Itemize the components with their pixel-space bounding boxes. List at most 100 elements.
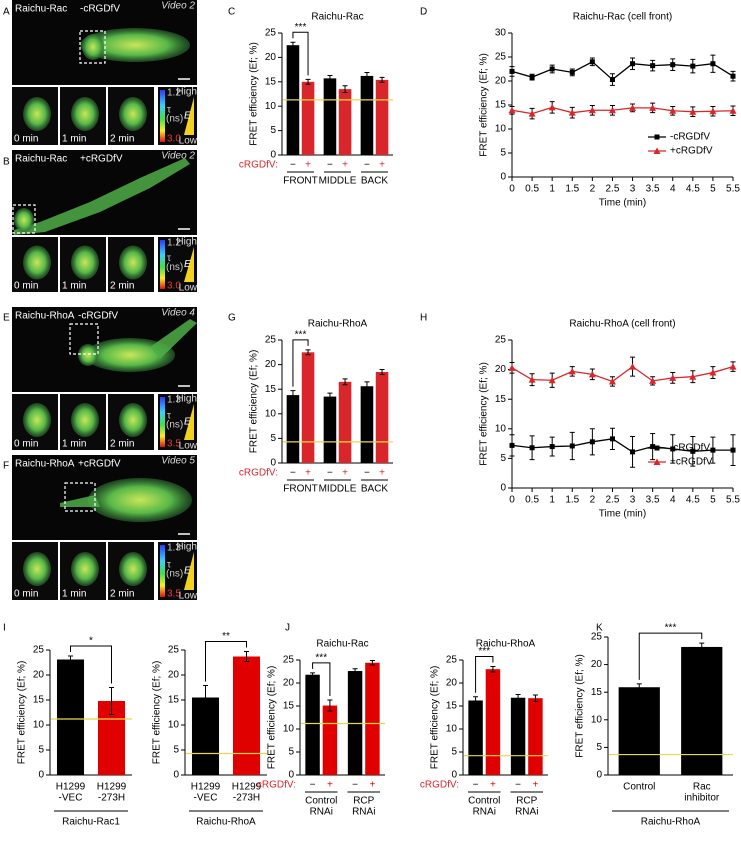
- bar: [305, 674, 320, 775]
- y-tick-label: 10: [265, 408, 277, 419]
- x-tick-label: 4: [670, 495, 676, 506]
- x-tick-label: FRONT: [283, 484, 317, 495]
- error-bar: [364, 72, 370, 80]
- y-tick-label: 25: [495, 335, 507, 346]
- roi-box: [12, 204, 36, 234]
- efficiency-wedge: [184, 97, 194, 135]
- image-label: Raichu-Rac: [15, 4, 67, 15]
- x-tick-label: 5: [710, 495, 716, 506]
- image-label: -cRGDfV: [78, 311, 118, 322]
- y-tick-label: 10: [33, 720, 45, 731]
- x-tick-label: 1.5: [565, 495, 579, 506]
- panel-letter: H: [420, 313, 427, 324]
- cell: [80, 28, 190, 62]
- error-bar: [342, 85, 348, 94]
- chart-title: Raichu-RhoA: [308, 319, 368, 330]
- treatment-sign: −: [352, 780, 358, 791]
- treatment-sign: −: [473, 780, 479, 791]
- legend-marker: [653, 147, 661, 154]
- y-tick-label: 25: [591, 632, 603, 643]
- bar: [301, 81, 315, 155]
- colorbar: [160, 240, 165, 289]
- efficiency-wedge: [184, 404, 194, 440]
- x-tick-label: H1299: [56, 782, 86, 793]
- legend-marker: [654, 134, 660, 140]
- significance-label: ***: [295, 329, 307, 340]
- treatment-sign: −: [290, 160, 296, 171]
- marker: [629, 104, 637, 111]
- error-bar: [342, 378, 348, 386]
- image-label: Raichu-RhoA: [15, 459, 75, 470]
- error-bar: [364, 381, 370, 392]
- x-tick-label: Control: [623, 782, 655, 793]
- legend-label: +cRGDfV: [670, 146, 713, 157]
- y-tick-label: 30: [495, 28, 507, 39]
- marker: [710, 61, 716, 67]
- legend-label: -cRGDfV: [670, 132, 710, 143]
- time-label: 1 min: [62, 281, 86, 292]
- marker: [508, 364, 516, 371]
- y-tick-label: 10: [495, 423, 507, 434]
- significance-label: ***: [665, 623, 677, 634]
- x-tick-label: Control: [305, 796, 337, 807]
- y-tick-label: 10: [283, 724, 295, 735]
- marker: [629, 363, 637, 370]
- significance-bracket: [292, 339, 309, 387]
- y-tick-label: 20: [591, 659, 603, 670]
- y-tick-label: 5: [173, 745, 179, 756]
- y-tick-label: 20: [495, 76, 507, 87]
- group-label: Raichu-Rac1: [62, 817, 120, 828]
- error-bar: [327, 392, 333, 401]
- x-tick-label: -VEC: [59, 793, 83, 804]
- significance-label: **: [222, 631, 230, 642]
- error-bar: [379, 369, 385, 375]
- colorbar-bottom: 3.5: [167, 589, 181, 600]
- colorbar-unit: τ: [167, 253, 171, 264]
- x-tick-label: H1299: [191, 782, 221, 793]
- y-tick-label: 25: [33, 645, 45, 656]
- x-tick-label: 5: [710, 184, 716, 195]
- marker: [589, 59, 595, 65]
- y-tick-label: 0: [451, 770, 457, 781]
- image-label: -cRGDfV: [80, 4, 120, 15]
- cell: [150, 319, 197, 359]
- error-bar: [352, 668, 358, 674]
- y-tick-label: 5: [451, 747, 457, 758]
- y-tick-label: 20: [265, 52, 277, 63]
- y-tick-label: 0: [596, 770, 602, 781]
- x-tick-label: 4.5: [686, 495, 700, 506]
- x-tick-label: 0: [509, 184, 515, 195]
- marker: [529, 445, 535, 451]
- image-label: +cRGDfV: [80, 154, 123, 165]
- y-tick-label: 15: [495, 100, 507, 111]
- marker: [568, 367, 576, 375]
- significance-bracket: [70, 645, 112, 684]
- x-tick-label: 0.5: [525, 184, 539, 195]
- treatment-sign: −: [290, 468, 296, 479]
- e-label: E: [184, 417, 191, 428]
- marker: [509, 68, 515, 74]
- y-tick-label: 10: [265, 101, 277, 112]
- error-bar: [305, 78, 311, 85]
- y-tick-label: 15: [168, 695, 180, 706]
- marker: [630, 449, 636, 455]
- treatment-sign: +: [342, 160, 348, 171]
- legend-label: +cRGDfV: [670, 457, 713, 468]
- treatment-label: cRGDfV:: [239, 160, 278, 171]
- marker: [569, 69, 575, 75]
- y-tick-label: 25: [446, 655, 458, 666]
- colorbar-bottom: 3.0: [167, 281, 181, 292]
- cell: [82, 34, 104, 60]
- x-tick-label: 5.5: [726, 184, 740, 195]
- cell: [119, 552, 147, 586]
- panel-letter: J: [285, 623, 290, 634]
- significance-bracket: [312, 662, 331, 697]
- cell: [119, 97, 147, 131]
- chart-title: Raichu-Rac: [311, 12, 363, 23]
- panel-letter: B: [3, 157, 10, 168]
- cell: [71, 403, 99, 437]
- colorbar-unit: τ: [167, 411, 171, 422]
- marker: [548, 103, 556, 111]
- error-bar: [515, 694, 521, 702]
